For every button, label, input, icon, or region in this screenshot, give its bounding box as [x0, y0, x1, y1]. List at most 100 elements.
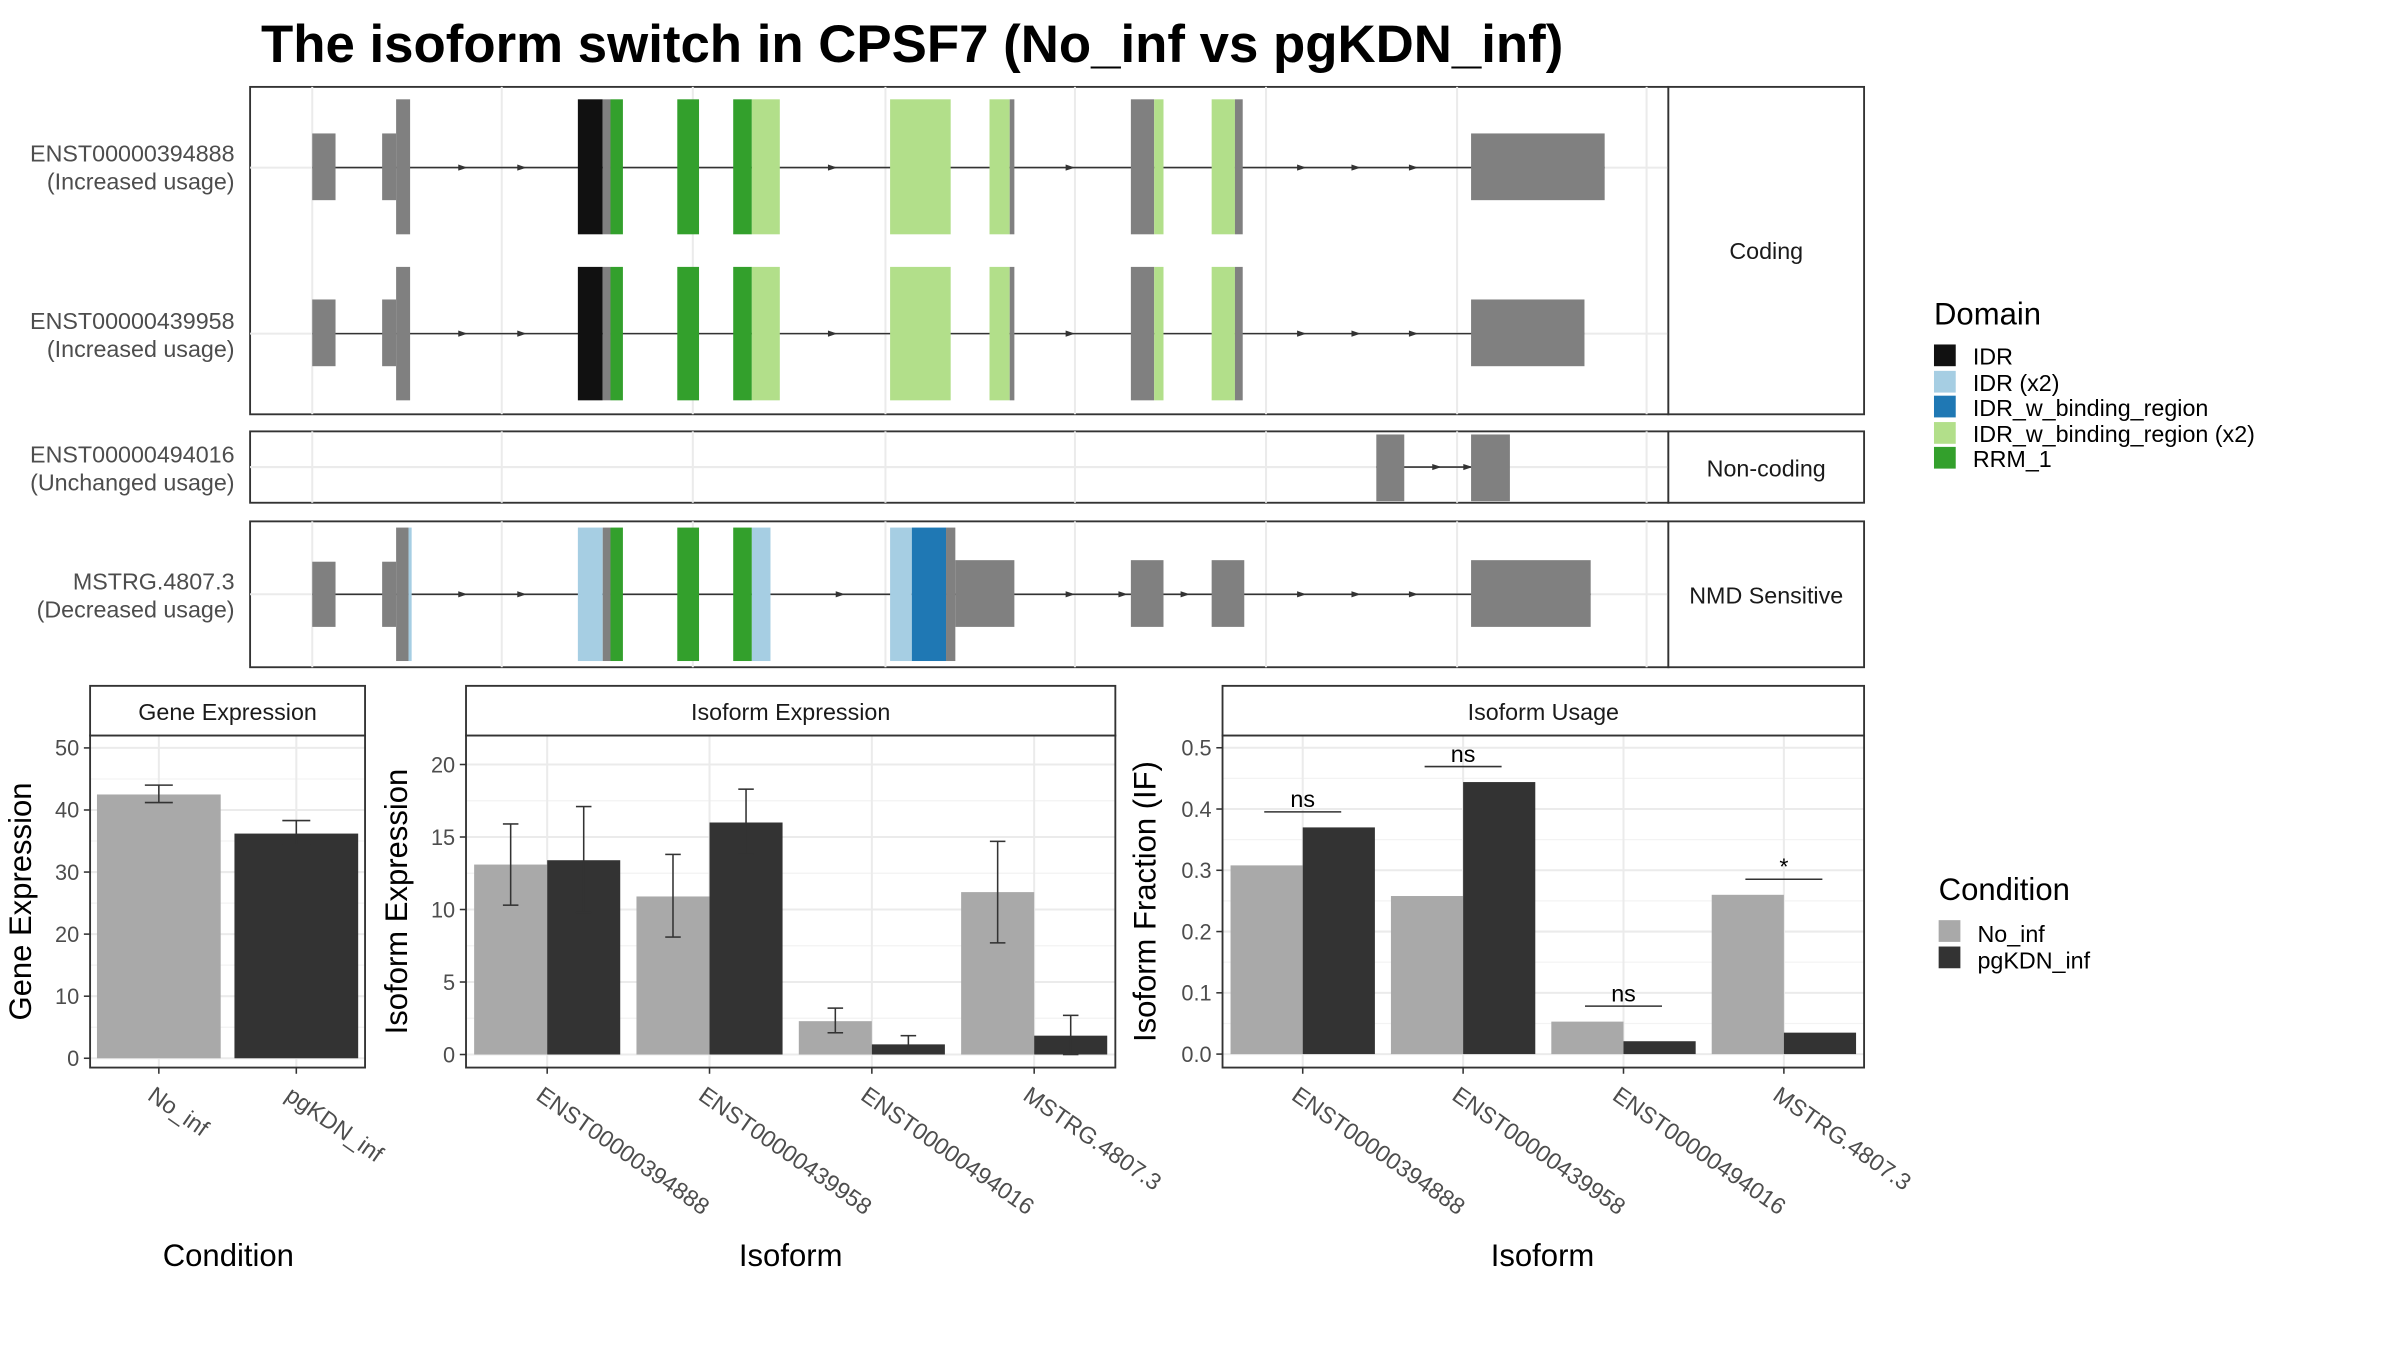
transcript-ENST00000394888	[312, 99, 1605, 235]
bar-No_inf-ENST00000494016	[1551, 1021, 1624, 1055]
y-axis-label: Gene Expression	[3, 783, 38, 1021]
x-axis-label: Condition	[163, 1238, 294, 1273]
legend-label: No_inf	[1977, 921, 2045, 947]
transcript-structure: Coding	[30, 85, 1866, 669]
legend-label: IDR (x2)	[1973, 370, 2060, 396]
x-tick-label: ENST00000439958	[1448, 1081, 1630, 1219]
y-tick-label: 10	[431, 897, 455, 922]
legend-label: IDR_w_binding_region	[1973, 395, 2209, 421]
panel-title: Isoform Usage	[1468, 699, 1619, 725]
bar-No_inf-ENST00000394888	[1230, 865, 1303, 1055]
transcript-id-label: ENST00000439958	[30, 308, 235, 334]
y-tick-label: 0.2	[1181, 919, 1211, 944]
legend-label: IDR	[1973, 344, 2013, 370]
x-tick-label: pgKDN_inf	[281, 1081, 389, 1167]
y-tick-label: 30	[55, 860, 79, 885]
y-tick-label: 0.5	[1181, 736, 1211, 761]
bar-No_inf	[96, 794, 221, 1059]
y-tick-label: 50	[55, 736, 79, 761]
legend-key-idr-x2	[1933, 370, 1956, 393]
transcript-id-label: MSTRG.4807.3	[73, 569, 235, 595]
y-tick-label: 40	[55, 798, 79, 823]
x-tick-label: ENST00000494016	[857, 1081, 1039, 1219]
significance-label: ns	[1290, 786, 1315, 812]
condition-legend-title: Condition	[1939, 872, 2070, 907]
panel-title: Gene Expression	[138, 699, 317, 725]
x-axis-label: Isoform	[739, 1238, 843, 1273]
y-tick-label: 0.3	[1181, 858, 1211, 883]
x-tick-label: ENST00000494016	[1608, 1081, 1790, 1219]
figure-title: The isoform switch in CPSF7 (No_inf vs p…	[261, 15, 1563, 74]
domain-legend-title: Domain	[1934, 296, 2041, 331]
transcript-ENST00000494016	[1376, 434, 1510, 502]
y-axis-label: Isoform Fraction (IF)	[1128, 761, 1163, 1042]
transcript-MSTRG.4807.3	[312, 527, 1591, 662]
transcript-usage-label: (Decreased usage)	[37, 597, 235, 623]
significance-label: *	[1779, 854, 1788, 880]
x-tick-label: No_inf	[144, 1081, 214, 1141]
isoform-usage-chart: ns ns ns * Isoform Usage 0.0 0.1 0.2 0.3 0.4 0.5 EN…	[1128, 684, 1916, 1273]
y-tick-label: 15	[431, 825, 455, 850]
facet-strip-coding	[1667, 85, 1866, 416]
transcript-usage-label: (Increased usage)	[47, 168, 235, 194]
x-axis-label: Isoform	[1491, 1238, 1595, 1273]
bar-pgKDN_inf-ENST00000494016	[1623, 1041, 1696, 1055]
facet-label-nmd-sensitive: NMD Sensitive	[1689, 583, 1843, 609]
bar-pgKDN_inf-ENST00000394888	[1302, 827, 1375, 1055]
legend-label: IDR_w_binding_region (x2)	[1973, 421, 2255, 447]
legend-label: pgKDN_inf	[1977, 947, 2090, 973]
facet-strip-non-coding	[1667, 430, 1866, 504]
transcript-ENST00000439958	[312, 266, 1585, 401]
transcript-id-label: ENST00000394888	[30, 140, 235, 166]
bar-pgKDN_inf-MSTRG.4807.3	[1783, 1032, 1857, 1055]
y-tick-label: 10	[55, 984, 79, 1009]
exons-ENST00000439958	[312, 266, 1585, 401]
exons-MSTRG.4807.3	[312, 527, 1591, 662]
legend-key-pgkdn-inf	[1938, 946, 1961, 969]
y-tick-label: 20	[431, 752, 455, 777]
transcript-usage-label: (Unchanged usage)	[30, 469, 234, 495]
y-tick-label: 0.0	[1181, 1042, 1211, 1067]
facet-strip-nmd-sensitive	[1667, 520, 1866, 669]
panel-strip	[465, 684, 1117, 737]
isoform-expression-chart: Isoform Expression 0 5 10 15 20 ENST0000039488…	[379, 684, 1166, 1273]
x-tick-label: MSTRG.4807.3	[1019, 1081, 1166, 1195]
x-tick-label: MSTRG.4807.3	[1769, 1081, 1916, 1195]
legend-label: RRM_1	[1973, 446, 2052, 472]
y-tick-label: 0.4	[1181, 797, 1211, 822]
legend-key-no-inf	[1938, 920, 1961, 942]
panel-strip	[1221, 684, 1866, 737]
facet-panel-coding	[249, 85, 1670, 416]
y-tick-label: 20	[55, 922, 79, 947]
x-tick-label: ENST00000394888	[1287, 1081, 1469, 1219]
panel-strip	[89, 684, 366, 737]
gene-expression-chart: Gene Expression 0 10 20 30 40 50 No_inf pgKDN_in…	[3, 684, 389, 1273]
bar-pgKDN_inf-ENST00000439958	[709, 822, 783, 1055]
transcript-id-label: ENST00000494016	[30, 441, 235, 467]
y-tick-label: 5	[443, 970, 455, 995]
y-axis-label: Isoform Expression	[379, 769, 414, 1035]
y-tick-label: 0.1	[1181, 981, 1211, 1006]
transcript-labels: ENST00000394888 (Increased usage) ENST00…	[30, 140, 235, 622]
legend-key-idr-w-binding-region-x2	[1933, 422, 1956, 444]
bar-No_inf-ENST00000439958	[1390, 896, 1464, 1055]
panel-title: Isoform Expression	[691, 699, 890, 725]
transcript-usage-label: (Increased usage)	[47, 336, 235, 362]
y-tick-label: 0	[67, 1046, 79, 1071]
exons-ENST00000394888	[312, 99, 1605, 235]
x-tick-label: ENST00000394888	[532, 1081, 714, 1219]
domain-legend: Domain IDR IDR (x2) IDR_w_binding_region…	[1933, 296, 2255, 472]
legend-key-idr-w-binding-region	[1933, 395, 1956, 418]
y-tick-label: 0	[443, 1042, 455, 1067]
bar-pgKDN_inf	[234, 833, 359, 1059]
bar-No_inf-MSTRG.4807.3	[1711, 894, 1784, 1055]
legend-key-idr	[1933, 344, 1956, 367]
significance-label: ns	[1611, 980, 1636, 1006]
condition-legend: Condition No_inf pgKDN_inf	[1938, 872, 2091, 973]
significance-label: ns	[1451, 741, 1476, 767]
legend-key-rrm-1	[1933, 446, 1956, 469]
x-tick-label: ENST00000439958	[694, 1081, 876, 1219]
facet-label-non-coding: Non-coding	[1707, 455, 1826, 481]
